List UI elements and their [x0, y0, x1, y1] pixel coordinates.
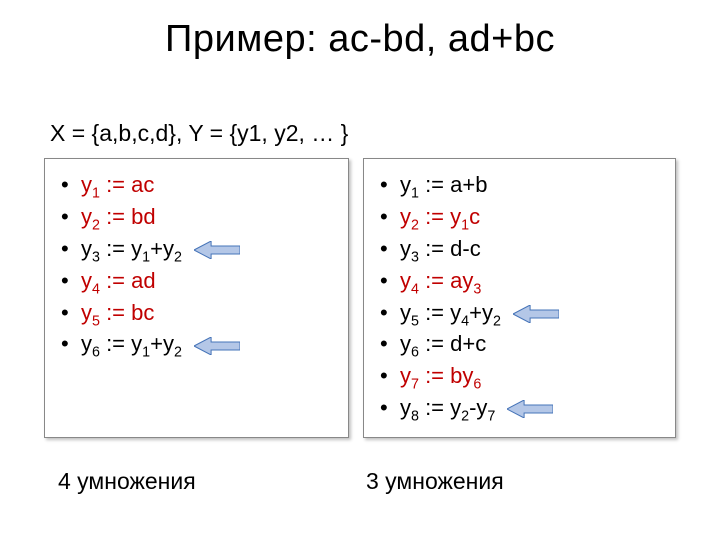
equation-item: y1 := ac: [55, 169, 338, 201]
equation-item: y8 := y2-y7: [374, 392, 665, 424]
right-algorithm-box: y1 := a+b y2 := y1c y3 := d-c y4 := ay3 y5 :…: [363, 158, 676, 438]
equation-text: y7 := by6: [400, 363, 481, 388]
equation-text: y3 := y1+y2: [81, 236, 182, 261]
equation-text: y2 := bd: [81, 204, 156, 229]
columns: y1 := ac y2 := bd y3 := y1+y2 y4 := ad y5 :=…: [44, 158, 676, 438]
equation-item: y5 := y4+y2: [374, 297, 665, 329]
equation-item: y4 := ad: [55, 265, 338, 297]
arrow-left-icon: [194, 241, 240, 259]
right-list: y1 := a+b y2 := y1c y3 := d-c y4 := ay3 y5 :…: [374, 169, 665, 424]
equation-item: y3 := d-c: [374, 233, 665, 265]
slide-title: Пример: ac-bd, ad+bc: [0, 0, 720, 61]
left-algorithm-box: y1 := ac y2 := bd y3 := y1+y2 y4 := ad y5 :=…: [44, 158, 349, 438]
equation-text: y5 := bc: [81, 300, 154, 325]
equation-item: y7 := by6: [374, 360, 665, 392]
equation-item: y6 := d+c: [374, 328, 665, 360]
right-caption: 3 умножения: [366, 468, 504, 495]
slide: Пример: ac-bd, ad+bc X = {a,b,c,d}, Y = …: [0, 0, 720, 540]
arrow-left-icon: [194, 337, 240, 355]
equation-item: y2 := y1c: [374, 201, 665, 233]
equation-text: y1 := ac: [81, 172, 154, 197]
left-list: y1 := ac y2 := bd y3 := y1+y2 y4 := ad y5 :=…: [55, 169, 338, 360]
arrow-left-icon: [513, 305, 559, 323]
equation-item: y4 := ay3: [374, 265, 665, 297]
equation-text: y1 := a+b: [400, 172, 487, 197]
equation-text: y6 := y1+y2: [81, 331, 182, 356]
equation-text: y6 := d+c: [400, 331, 486, 356]
equation-item: y3 := y1+y2: [55, 233, 338, 265]
left-caption: 4 умножения: [58, 468, 196, 495]
equation-text: y8 := y2-y7: [400, 395, 495, 420]
equation-item: y6 := y1+y2: [55, 328, 338, 360]
equation-item: y1 := a+b: [374, 169, 665, 201]
equation-text: y2 := y1c: [400, 204, 480, 229]
equation-text: y4 := ad: [81, 268, 156, 293]
equation-item: y2 := bd: [55, 201, 338, 233]
equation-text: y3 := d-c: [400, 236, 481, 261]
sets-definition: X = {a,b,c,d}, Y = {y1, y2, … }: [50, 120, 348, 147]
equation-text: y4 := ay3: [400, 268, 481, 293]
arrow-left-icon: [507, 400, 553, 418]
equation-item: y5 := bc: [55, 297, 338, 329]
equation-text: y5 := y4+y2: [400, 300, 501, 325]
